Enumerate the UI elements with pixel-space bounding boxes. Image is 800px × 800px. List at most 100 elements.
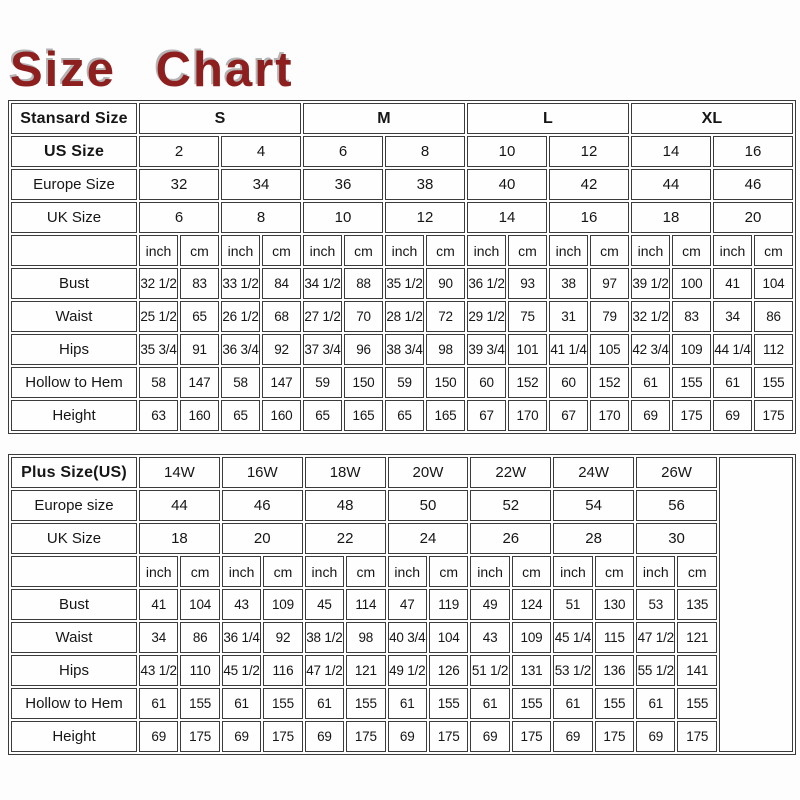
measure-value-cell: 79 bbox=[590, 301, 629, 332]
measure-value-cell: 72 bbox=[426, 301, 465, 332]
size-value-cell: 48 bbox=[304, 490, 386, 521]
size-value-cell: 24 bbox=[387, 523, 469, 554]
measure-value-cell: 175 bbox=[672, 400, 711, 431]
unit-header-cell: cm bbox=[344, 235, 383, 266]
measure-value-cell: 45 bbox=[304, 589, 345, 620]
measure-value-cell: 92 bbox=[263, 622, 303, 653]
measure-value-cell: 44 1/4 bbox=[713, 334, 752, 365]
measure-value-cell: 63 bbox=[139, 400, 178, 431]
size-value-cell: 38 bbox=[385, 169, 465, 200]
unit-header-cell: inch bbox=[636, 556, 676, 587]
measure-value-cell: 135 bbox=[677, 589, 717, 620]
measure-value-cell: 126 bbox=[428, 655, 469, 686]
measure-value-cell: 175 bbox=[263, 721, 303, 752]
measure-value-cell: 69 bbox=[221, 721, 262, 752]
row-label-cell: UK Size bbox=[11, 523, 137, 554]
measure-value-cell: 58 bbox=[221, 367, 260, 398]
size-value-cell: 42 bbox=[549, 169, 629, 200]
measure-value-cell: 36 1/2 bbox=[467, 268, 506, 299]
group-header-cell: XL bbox=[631, 103, 793, 134]
measure-value-cell: 29 1/2 bbox=[467, 301, 506, 332]
measure-value-cell: 136 bbox=[594, 655, 635, 686]
measure-value-cell: 65 bbox=[385, 400, 424, 431]
group-header-cell: L bbox=[467, 103, 629, 134]
measure-value-cell: 121 bbox=[677, 622, 717, 653]
measure-value-cell: 38 3/4 bbox=[385, 334, 424, 365]
measure-value-cell: 104 bbox=[754, 268, 793, 299]
measure-value-cell: 97 bbox=[590, 268, 629, 299]
unit-row-spacer-cell bbox=[11, 235, 137, 266]
measure-value-cell: 175 bbox=[511, 721, 552, 752]
size-value-cell: 40 bbox=[467, 169, 547, 200]
measure-value-cell: 69 bbox=[470, 721, 510, 752]
measure-value-cell: 67 bbox=[549, 400, 588, 431]
size-value-cell: 20 bbox=[221, 523, 303, 554]
measure-value-cell: 165 bbox=[426, 400, 465, 431]
measure-value-cell: 31 bbox=[549, 301, 588, 332]
unit-header-cell: inch bbox=[553, 556, 593, 587]
measure-value-cell: 155 bbox=[594, 688, 635, 719]
measure-value-cell: 59 bbox=[385, 367, 424, 398]
measure-value-cell: 41 1/4 bbox=[549, 334, 588, 365]
measure-value-cell: 109 bbox=[511, 622, 552, 653]
row-label-cell: Hips bbox=[11, 334, 137, 365]
measure-value-cell: 91 bbox=[180, 334, 219, 365]
measure-value-cell: 150 bbox=[344, 367, 383, 398]
measure-value-cell: 155 bbox=[346, 688, 386, 719]
measure-value-cell: 105 bbox=[590, 334, 629, 365]
unit-header-cell: inch bbox=[713, 235, 752, 266]
row-label-cell: Height bbox=[11, 400, 137, 431]
row-label-cell: UK Size bbox=[11, 202, 137, 233]
group-header-cell: S bbox=[139, 103, 301, 134]
row-label-cell: Europe Size bbox=[11, 169, 137, 200]
measure-value-cell: 175 bbox=[180, 721, 220, 752]
measure-value-cell: 155 bbox=[180, 688, 220, 719]
measure-value-cell: 155 bbox=[677, 688, 717, 719]
size-value-cell: 14 bbox=[467, 202, 547, 233]
measure-value-cell: 160 bbox=[262, 400, 301, 431]
unit-header-cell: cm bbox=[677, 556, 717, 587]
unit-header-cell: inch bbox=[549, 235, 588, 266]
row-label-cell: US Size bbox=[11, 136, 137, 167]
row-label-cell: Bust bbox=[11, 589, 137, 620]
unit-header-cell: cm bbox=[180, 235, 219, 266]
measure-value-cell: 69 bbox=[304, 721, 345, 752]
measure-value-cell: 150 bbox=[426, 367, 465, 398]
measure-value-cell: 28 1/2 bbox=[385, 301, 424, 332]
measure-value-cell: 67 bbox=[467, 400, 506, 431]
group-header-cell: 26W bbox=[636, 457, 717, 488]
page-title: Size Chart bbox=[10, 43, 294, 97]
measure-value-cell: 38 1/2 bbox=[304, 622, 345, 653]
size-value-cell: 18 bbox=[139, 523, 220, 554]
measure-value-cell: 47 1/2 bbox=[304, 655, 345, 686]
measure-value-cell: 152 bbox=[590, 367, 629, 398]
measure-value-cell: 130 bbox=[594, 589, 635, 620]
measure-value-cell: 65 bbox=[303, 400, 342, 431]
unit-header-cell: inch bbox=[631, 235, 670, 266]
unit-header-cell: cm bbox=[672, 235, 711, 266]
measure-value-cell: 65 bbox=[221, 400, 260, 431]
measure-value-cell: 175 bbox=[677, 721, 717, 752]
size-value-cell: 18 bbox=[631, 202, 711, 233]
plus-size-table: Plus Size(US) 14W 16W 18W 20W 22W 24W 26W Europe… bbox=[8, 454, 796, 755]
measure-value-cell: 170 bbox=[590, 400, 629, 431]
measure-value-cell: 96 bbox=[344, 334, 383, 365]
size-value-cell: 28 bbox=[553, 523, 635, 554]
measure-value-cell: 69 bbox=[631, 400, 670, 431]
measure-value-cell: 119 bbox=[428, 589, 469, 620]
measure-value-cell: 43 bbox=[221, 589, 262, 620]
size-value-cell: 50 bbox=[387, 490, 469, 521]
size-value-cell: 34 bbox=[221, 169, 301, 200]
unit-header-cell: inch bbox=[303, 235, 342, 266]
group-header-cell: M bbox=[303, 103, 465, 134]
group-header-cell: 16W bbox=[221, 457, 303, 488]
measure-value-cell: 47 bbox=[387, 589, 427, 620]
measure-value-cell: 92 bbox=[262, 334, 301, 365]
group-header-cell: 14W bbox=[139, 457, 220, 488]
measure-value-cell: 104 bbox=[180, 589, 220, 620]
measure-value-cell: 112 bbox=[754, 334, 793, 365]
unit-header-cell: inch bbox=[221, 556, 262, 587]
unit-header-cell: inch bbox=[387, 556, 427, 587]
measure-value-cell: 41 bbox=[139, 589, 179, 620]
size-value-cell: 30 bbox=[636, 523, 717, 554]
